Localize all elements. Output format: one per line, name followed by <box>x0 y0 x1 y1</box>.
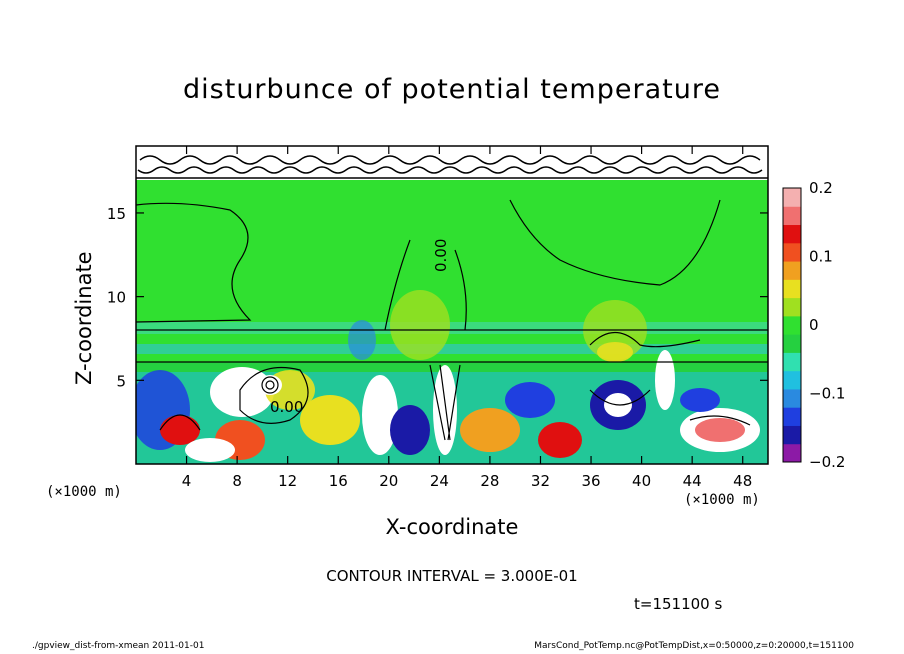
y-tick-label: 10 <box>107 289 126 307</box>
x-tick-label: 16 <box>329 472 348 490</box>
colorbar-swatch <box>783 315 801 335</box>
time-stamp: t=151100 s <box>634 595 723 613</box>
colorbar-tick-label: 0.2 <box>809 179 833 197</box>
footer-source-info: MarsCond_PotTemp.nc@PotTempDist,x=0:5000… <box>534 641 854 651</box>
x-tick-label: 36 <box>581 472 600 490</box>
colorbar-tick-label: 0.1 <box>809 248 833 266</box>
colorbar-tick-label: −0.2 <box>809 453 845 471</box>
x-tick-label: 48 <box>733 472 752 490</box>
contour-label-2: 0.00 <box>432 239 450 272</box>
colorbar-swatch <box>783 279 801 299</box>
colorbar-swatch <box>783 224 801 244</box>
colorbar-swatch <box>783 407 801 426</box>
x-tick-label: 40 <box>632 472 651 490</box>
x-tick-label: 20 <box>379 472 398 490</box>
x-tick-label: 12 <box>278 472 297 490</box>
plot-frame <box>135 145 769 465</box>
x-tick-label: 44 <box>683 472 702 490</box>
x-axis-label: X-coordinate <box>385 515 519 539</box>
heatmap-field <box>136 146 768 464</box>
x-axis-ticks: 4 8 12 16 20 24 28 32 36 40 44 48 <box>182 146 752 490</box>
colorbar-tick-label: −0.1 <box>809 385 845 403</box>
colorbar-swatch <box>783 261 801 280</box>
z-unit-label: (×1000 m) <box>46 484 122 500</box>
colorbar-swatch <box>783 425 801 445</box>
chart-title: disturbunce of potential temperature <box>183 74 721 105</box>
y-tick-label: 5 <box>116 372 126 390</box>
colorbar-swatch <box>783 297 801 317</box>
colorbar-swatch <box>783 206 801 226</box>
colorbar-frame <box>782 187 802 463</box>
x-tick-label: 28 <box>480 472 499 490</box>
x-unit-label: (×1000 m) <box>684 492 760 508</box>
colorbar-swatch <box>783 388 801 408</box>
colorbar-labels: 0.2 0.1 0 −0.1 −0.2 <box>809 179 845 471</box>
x-tick-label: 4 <box>182 472 192 490</box>
colorbar <box>782 187 802 463</box>
x-tick-label: 32 <box>531 472 550 490</box>
colorbar-swatch <box>783 188 801 207</box>
y-axis-ticks: 5 10 15 <box>107 205 768 390</box>
colorbar-tick-label: 0 <box>809 316 819 334</box>
colorbar-swatch <box>783 242 801 262</box>
colorbar-swatch <box>783 370 801 390</box>
x-tick-label: 8 <box>232 472 242 490</box>
footer-script-name: ./gpview_dist-from-xmean 2011-01-01 <box>32 641 205 651</box>
colorbar-swatch <box>783 334 801 353</box>
contour-interval-text: CONTOUR INTERVAL = 3.000E-01 <box>326 567 578 585</box>
x-tick-label: 24 <box>430 472 449 490</box>
y-tick-label: 15 <box>107 205 126 223</box>
colorbar-swatch <box>783 443 801 463</box>
contour-label-1: 0.00 <box>270 398 303 416</box>
colorbar-swatch <box>783 352 801 372</box>
